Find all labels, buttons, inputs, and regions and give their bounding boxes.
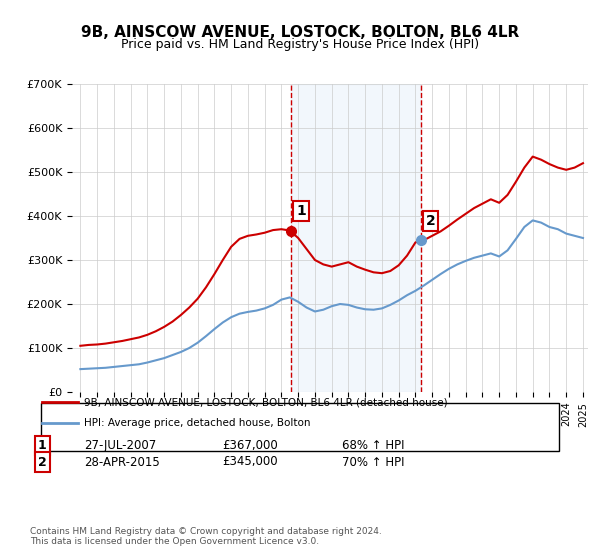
Text: 2: 2 bbox=[426, 214, 436, 228]
Text: 9B, AINSCOW AVENUE, LOSTOCK, BOLTON, BL6 4LR (detached house): 9B, AINSCOW AVENUE, LOSTOCK, BOLTON, BL6… bbox=[84, 397, 448, 407]
Text: 2: 2 bbox=[38, 455, 46, 469]
Text: 68% ↑ HPI: 68% ↑ HPI bbox=[342, 438, 404, 452]
Text: 70% ↑ HPI: 70% ↑ HPI bbox=[342, 455, 404, 469]
Text: 1: 1 bbox=[296, 204, 306, 218]
Text: Price paid vs. HM Land Registry's House Price Index (HPI): Price paid vs. HM Land Registry's House … bbox=[121, 38, 479, 50]
Bar bbox=[291, 84, 421, 392]
Text: Contains HM Land Registry data © Crown copyright and database right 2024.
This d: Contains HM Land Registry data © Crown c… bbox=[30, 526, 382, 546]
Text: 9B, AINSCOW AVENUE, LOSTOCK, BOLTON, BL6 4LR: 9B, AINSCOW AVENUE, LOSTOCK, BOLTON, BL6… bbox=[81, 25, 519, 40]
Text: £367,000: £367,000 bbox=[222, 438, 278, 452]
Text: 1: 1 bbox=[38, 438, 46, 452]
Text: HPI: Average price, detached house, Bolton: HPI: Average price, detached house, Bolt… bbox=[84, 418, 311, 428]
Text: £345,000: £345,000 bbox=[222, 455, 278, 469]
Text: 28-APR-2015: 28-APR-2015 bbox=[84, 455, 160, 469]
Text: 27-JUL-2007: 27-JUL-2007 bbox=[84, 438, 156, 452]
